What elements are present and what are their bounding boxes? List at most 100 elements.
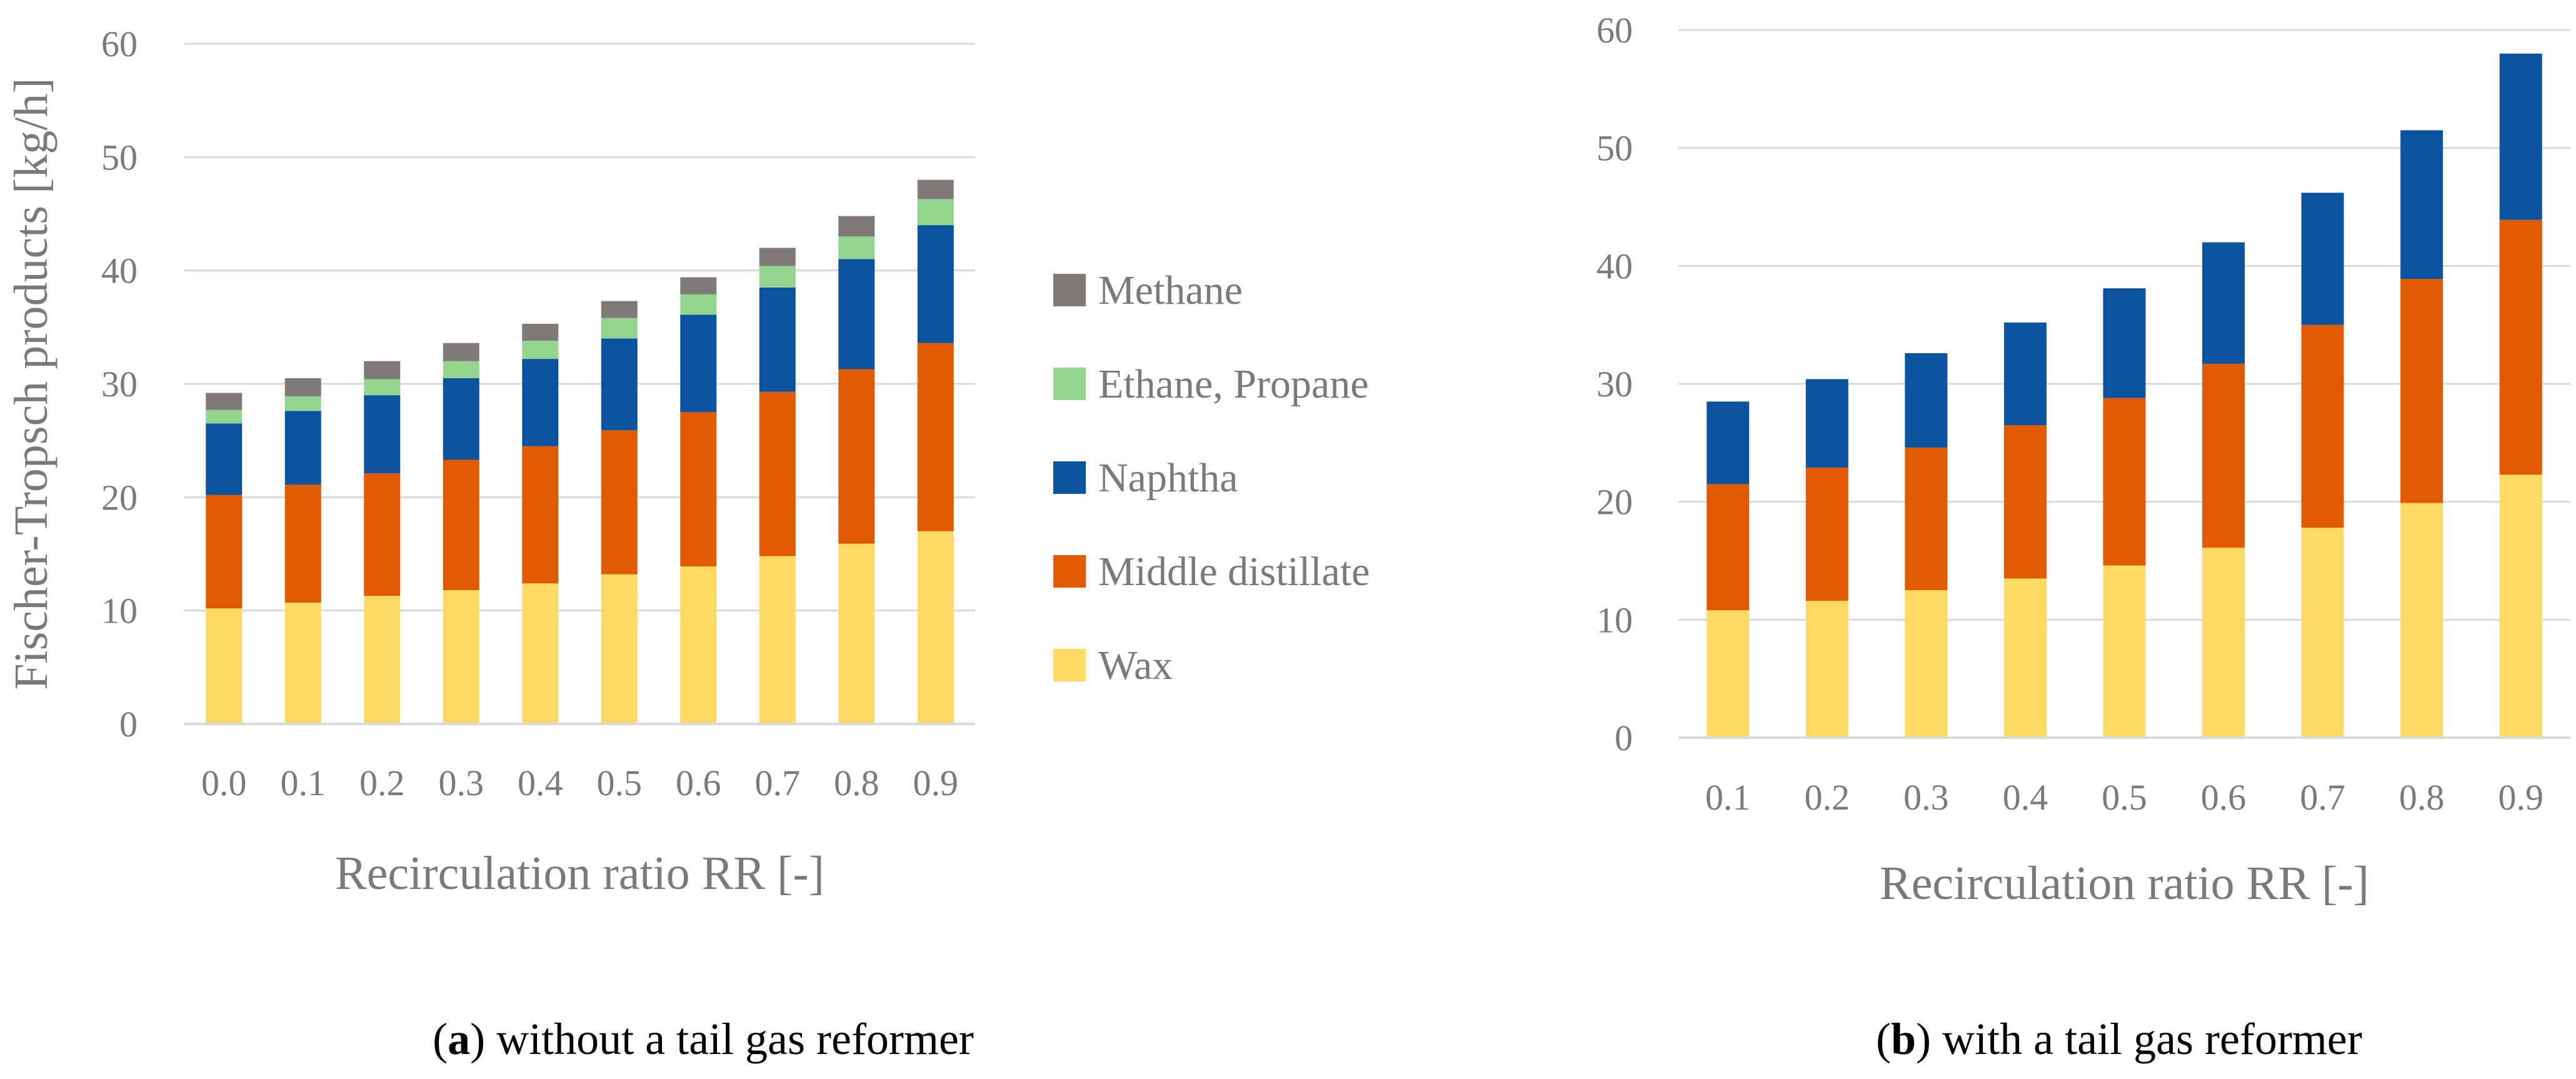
legend-swatch-methane — [1053, 274, 1086, 306]
y-tick-label: 10 — [101, 591, 138, 631]
bar-ethane-propane — [680, 294, 717, 315]
bar-middle-distillate — [1706, 484, 1750, 611]
x-tick-label: 0.6 — [676, 763, 721, 803]
legend-swatch-ethane-propane — [1053, 368, 1086, 400]
bar-middle-distillate — [1905, 447, 1948, 591]
caption-a-text: ) without a tail gas reformer — [470, 1014, 974, 1064]
bar-middle-distillate — [917, 343, 954, 531]
x-tick-label: 0.1 — [281, 763, 326, 803]
legend-label-methane: Methane — [1098, 268, 1243, 313]
x-tick-label: 0.6 — [2201, 777, 2247, 818]
legend-swatch-middle-distillate — [1053, 555, 1086, 588]
x-tick-label: 0.3 — [1903, 777, 1949, 818]
bar-methane — [601, 301, 638, 318]
bar-naphtha — [917, 225, 954, 343]
y-tick-label: 60 — [101, 24, 138, 64]
bar-middle-distillate — [2103, 398, 2146, 566]
bar-wax — [206, 608, 243, 724]
x-tick-label: 0.1 — [1705, 777, 1751, 818]
y-axis-title: Fischer-Tropsch products [kg/h] — [5, 78, 58, 690]
caption-b-open: ( — [1876, 1014, 1891, 1064]
y-tick-label: 30 — [1596, 364, 1633, 404]
bar-wax — [2003, 578, 2047, 738]
bar-naphtha — [206, 423, 243, 495]
bar-middle-distillate — [522, 446, 559, 584]
bar-naphtha — [443, 378, 479, 460]
bar-middle-distillate — [759, 391, 796, 556]
bar-wax — [284, 602, 321, 724]
x-tick-label: 0.2 — [1805, 777, 1850, 818]
x-tick-label: 0.5 — [597, 763, 643, 803]
y-tick-label: 20 — [101, 477, 138, 518]
bar-naphtha — [1805, 379, 1848, 468]
caption-b-text: ) with a tail gas reformer — [1916, 1014, 2362, 1064]
x-axis-title: Recirculation ratio RR [-] — [1880, 857, 2369, 910]
bar-methane — [206, 393, 243, 410]
bar-wax — [2103, 565, 2146, 738]
y-tick-label: 60 — [1596, 10, 1633, 51]
caption-a: (a) without a tail gas reformer — [433, 1014, 974, 1064]
bar-wax — [759, 556, 796, 724]
bar-naphtha — [1905, 353, 1948, 448]
bar-wax — [2400, 503, 2443, 738]
bar-naphtha — [2499, 53, 2542, 220]
bar-ethane-propane — [838, 236, 875, 259]
bar-naphtha — [2003, 322, 2047, 426]
bar-wax — [2499, 474, 2542, 738]
y-tick-label: 0 — [1615, 718, 1633, 758]
bar-middle-distillate — [284, 484, 321, 603]
bar-ethane-propane — [206, 409, 243, 424]
bar-methane — [284, 378, 321, 396]
caption-a-open: ( — [433, 1014, 448, 1064]
bar-wax — [443, 590, 479, 724]
caption-b: (b) with a tail gas reformer — [1876, 1014, 2362, 1064]
bar-wax — [1905, 590, 1948, 738]
bar-naphtha — [2103, 288, 2146, 398]
svg-text:(a) without a tail gas reforme: (a) without a tail gas reformer — [433, 1014, 974, 1064]
x-tick-label: 0.4 — [2003, 777, 2048, 818]
legend-label-naphtha: Naphtha — [1098, 455, 1238, 501]
bar-middle-distillate — [2202, 363, 2245, 548]
bar-wax — [2301, 528, 2344, 738]
bar-naphtha — [1706, 401, 1750, 484]
bar-methane — [443, 343, 479, 361]
bar-middle-distillate — [443, 459, 479, 591]
x-tick-label: 0.0 — [201, 763, 247, 803]
bar-naphtha — [364, 395, 401, 474]
bar-methane — [917, 179, 954, 199]
bar-ethane-propane — [759, 266, 796, 288]
bar-methane — [759, 248, 796, 266]
bar-ethane-propane — [917, 199, 954, 226]
y-tick-label: 40 — [1596, 246, 1633, 286]
bar-wax — [2202, 548, 2245, 738]
x-tick-label: 0.2 — [359, 763, 405, 803]
bar-naphtha — [759, 287, 796, 392]
bar-naphtha — [2400, 130, 2443, 279]
x-tick-label: 0.9 — [2498, 777, 2543, 818]
y-tick-label: 0 — [119, 704, 138, 745]
y-tick-label: 10 — [1596, 600, 1633, 640]
bar-naphtha — [601, 338, 638, 431]
bar-ethane-propane — [601, 318, 638, 339]
x-tick-label: 0.7 — [755, 763, 801, 803]
bar-middle-distillate — [838, 369, 875, 544]
svg-text:(b) with a tail gas reformer: (b) with a tail gas reformer — [1876, 1014, 2362, 1064]
bar-naphtha — [284, 411, 321, 485]
x-tick-label: 0.5 — [2102, 777, 2147, 818]
bar-naphtha — [2301, 193, 2344, 325]
legend-label-middle-distillate: Middle distillate — [1098, 549, 1370, 595]
bar-wax — [1706, 610, 1750, 738]
x-tick-label: 0.7 — [2300, 777, 2345, 818]
bar-wax — [522, 583, 559, 724]
y-tick-label: 40 — [101, 251, 138, 291]
bar-wax — [917, 531, 954, 724]
bar-middle-distillate — [206, 494, 243, 609]
bar-middle-distillate — [680, 412, 717, 566]
x-tick-label: 0.8 — [834, 763, 880, 803]
bar-wax — [838, 543, 875, 724]
bar-ethane-propane — [284, 396, 321, 411]
bar-wax — [1805, 601, 1848, 738]
x-tick-label: 0.9 — [913, 763, 959, 803]
bar-middle-distillate — [601, 430, 638, 575]
